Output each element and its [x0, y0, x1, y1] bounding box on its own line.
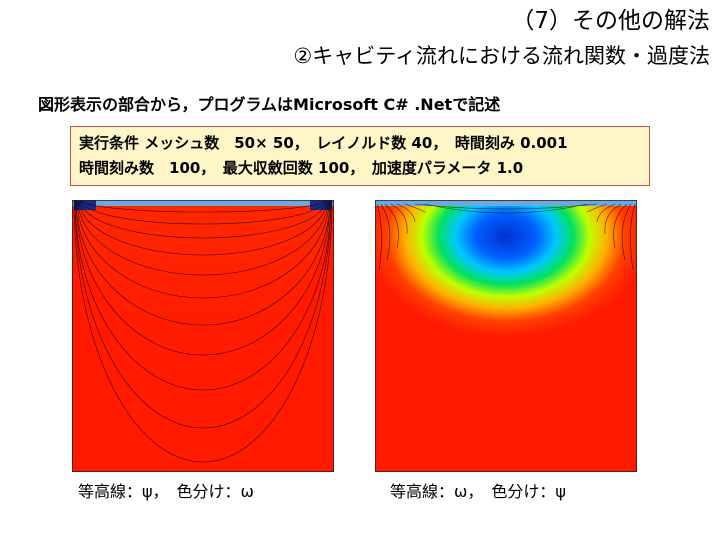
- conditions-line-1: 実行条件 メッシュ数 50× 50， レイノルド数 40， 時間刻み 0.001: [79, 134, 568, 152]
- slide-subtitle: ②キャビティ流れにおける流れ関数・過度法: [293, 44, 710, 68]
- intro-text: 図形表示の部合から，プログラムはMicrosoft C# .Netで記述: [38, 95, 501, 114]
- stream-function-color-plot: [375, 200, 637, 472]
- stream-function-contour-plot: [72, 200, 334, 472]
- vorticity-contour-plot: [375, 200, 637, 472]
- vorticity-color-plot: [72, 200, 334, 472]
- conditions-line-2: 時間刻み数 100， 最大収斂回数 100， 加速度パラメータ 1.0: [79, 159, 524, 177]
- left-plot-caption: 等高線：ψ， 色分け：ω: [78, 482, 254, 501]
- slide-title: （7）その他の解法: [511, 8, 710, 34]
- right-plot-caption: 等高線：ω， 色分け：ψ: [390, 482, 566, 501]
- conditions-box: 実行条件 メッシュ数 50× 50， レイノルド数 40， 時間刻み 0.001…: [70, 126, 650, 186]
